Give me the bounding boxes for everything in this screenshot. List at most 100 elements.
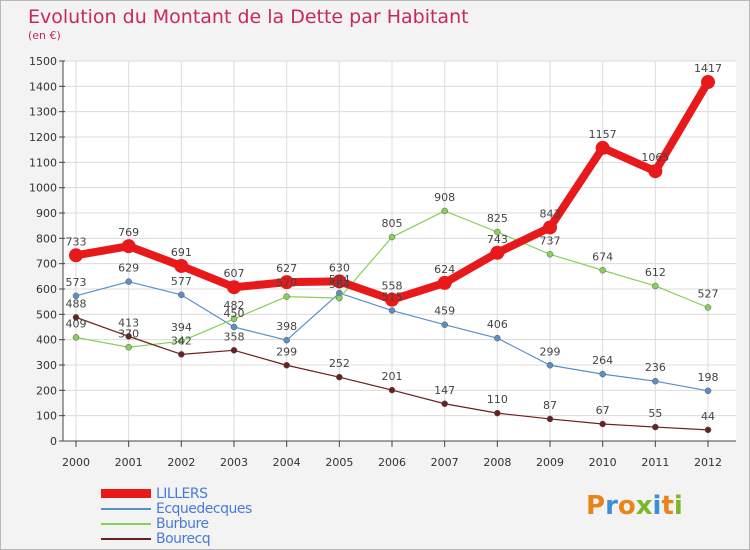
data-point — [595, 140, 610, 155]
data-label: 450 — [224, 307, 245, 320]
data-label: 409 — [66, 317, 87, 330]
data-label: 44 — [701, 410, 715, 423]
data-label: 252 — [329, 357, 350, 370]
y-tick-label: 1400 — [29, 80, 57, 93]
y-tick-label: 600 — [36, 283, 57, 296]
data-label: 406 — [487, 318, 508, 331]
data-label: 459 — [434, 305, 455, 318]
x-tick-label: 2003 — [220, 456, 248, 469]
data-point — [332, 274, 347, 289]
x-tick-label: 2008 — [483, 456, 511, 469]
y-tick-label: 1500 — [29, 55, 57, 68]
data-point — [704, 426, 712, 434]
data-label: 908 — [434, 191, 455, 204]
data-label: 612 — [645, 266, 666, 279]
legend-item-lillers: LILLERS — [101, 486, 361, 502]
data-point — [494, 228, 501, 236]
x-tick-label: 2006 — [378, 456, 406, 469]
data-point — [230, 315, 238, 323]
y-tick-label: 500 — [36, 308, 57, 321]
y-tick-label: 700 — [36, 258, 57, 271]
data-point — [494, 409, 501, 417]
data-point — [599, 267, 606, 274]
data-label: 825 — [487, 212, 508, 225]
data-label: 630 — [329, 261, 350, 274]
data-point — [125, 333, 132, 340]
data-point — [441, 321, 448, 328]
legend-swatch-burbure — [101, 523, 151, 525]
legend-label-lillers: LILLERS — [156, 486, 208, 502]
data-point — [279, 275, 294, 290]
x-tick-label: 2005 — [325, 456, 353, 469]
data-label: 624 — [434, 263, 455, 276]
y-tick-label: 400 — [36, 334, 57, 347]
data-point — [385, 292, 399, 307]
y-tick-label: 900 — [36, 207, 57, 220]
x-tick-label: 2004 — [273, 456, 301, 469]
data-label: 394 — [171, 321, 192, 334]
y-tick-label: 1000 — [29, 182, 57, 195]
legend-label-burbure: Burbure — [156, 516, 209, 532]
x-tick-label: 2000 — [62, 456, 90, 469]
data-label: 691 — [171, 246, 192, 259]
data-label: 198 — [698, 371, 719, 384]
logo-letter: i — [673, 491, 683, 521]
data-label: 1157 — [589, 128, 617, 141]
unit-label: (en €) — [28, 29, 61, 42]
data-label: 413 — [118, 316, 139, 329]
data-point — [121, 239, 136, 254]
data-point — [72, 314, 80, 321]
data-label: 584 — [329, 273, 350, 286]
data-point — [336, 294, 343, 302]
data-point — [490, 245, 505, 260]
plot-area — [63, 61, 736, 441]
x-tick-label: 2010 — [589, 456, 617, 469]
logo-letter: x — [635, 491, 653, 521]
y-tick-label: 300 — [36, 359, 57, 372]
logo-letter: o — [617, 491, 636, 521]
y-tick-label: 1300 — [29, 106, 57, 119]
x-tick-label: 2001 — [115, 456, 143, 469]
data-point — [704, 304, 712, 311]
data-label: 805 — [382, 217, 403, 230]
data-label: 573 — [66, 276, 87, 289]
data-point — [599, 370, 606, 378]
data-point — [648, 164, 663, 179]
legend-item-ecquedecques: Ecquedecques — [101, 501, 361, 517]
data-point — [494, 334, 501, 342]
x-tick-label: 2011 — [641, 456, 669, 469]
legend-swatch-lillers — [101, 489, 151, 498]
data-point — [652, 282, 659, 290]
data-point — [701, 75, 715, 90]
data-point — [174, 258, 189, 273]
data-point — [388, 233, 396, 241]
data-point — [69, 248, 83, 263]
data-point — [546, 362, 554, 369]
legend-item-burbure: Burbure — [101, 516, 361, 532]
x-tick-label: 2007 — [431, 456, 459, 469]
data-point — [437, 275, 452, 290]
data-point — [388, 386, 396, 394]
y-tick-label: 800 — [36, 232, 57, 245]
data-label: 570 — [276, 277, 297, 290]
data-label: 236 — [645, 361, 666, 374]
data-label: 299 — [276, 345, 297, 358]
y-tick-label: 1200 — [29, 131, 57, 144]
data-label: 342 — [171, 334, 192, 347]
data-point — [283, 362, 290, 369]
legend-item-bourecq: Bourecq — [101, 531, 361, 547]
data-label: 843 — [540, 207, 561, 220]
legend-label-ecquedecques: Ecquedecques — [156, 501, 252, 517]
data-label: 358 — [224, 330, 245, 343]
data-point — [441, 400, 448, 408]
data-point — [125, 278, 132, 285]
data-label: 607 — [224, 267, 245, 280]
legend-label-bourecq: Bourecq — [156, 531, 211, 547]
x-tick-label: 2009 — [536, 456, 564, 469]
data-label: 564 — [329, 278, 350, 291]
data-point — [546, 251, 554, 258]
y-tick-label: 200 — [36, 384, 57, 397]
data-label: 398 — [276, 320, 297, 333]
data-label: 737 — [540, 234, 561, 247]
y-tick-label: 1100 — [29, 156, 57, 169]
